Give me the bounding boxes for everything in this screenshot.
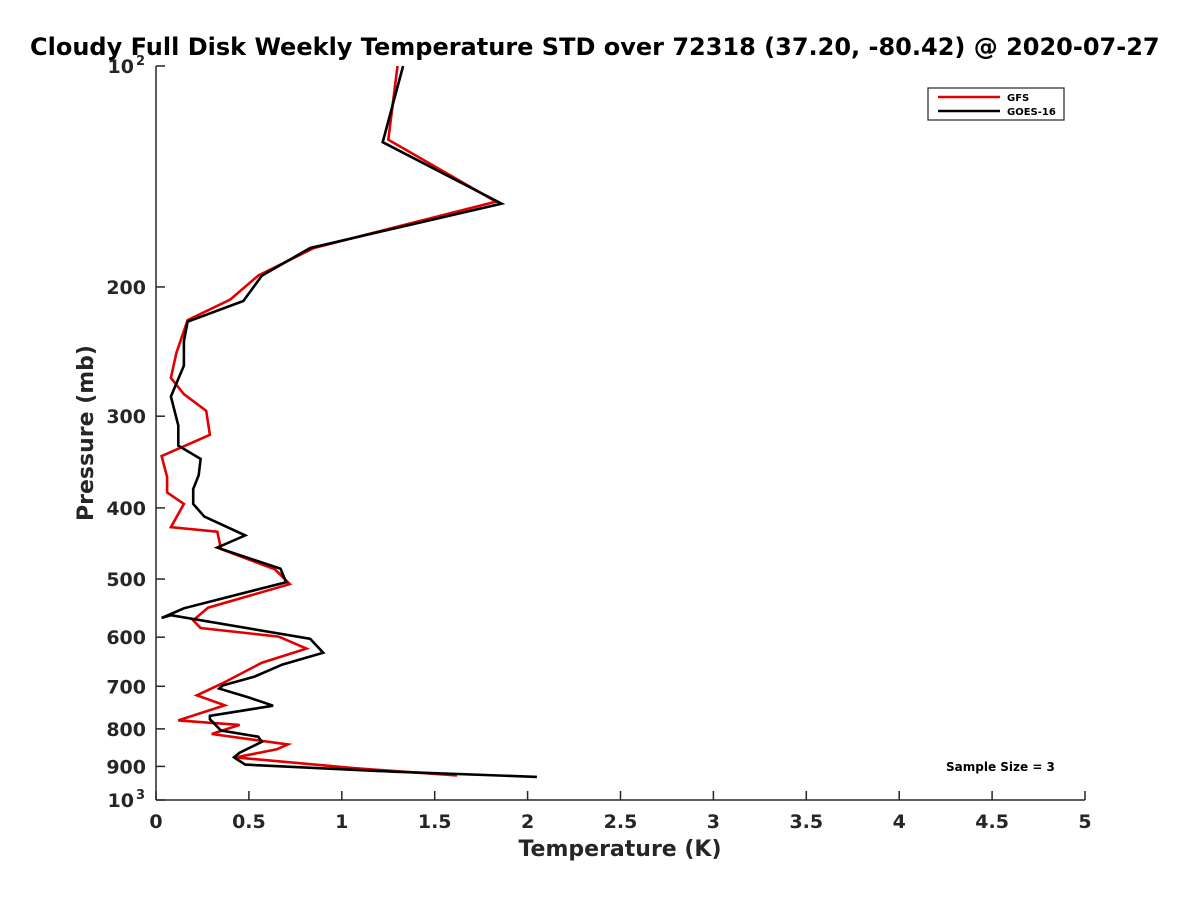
legend-label-gfs: GFS [1007, 93, 1029, 104]
y-tick-label: 200 [106, 277, 146, 299]
x-tick-label: 1.5 [418, 811, 452, 833]
y-tick-label: 500 [106, 569, 146, 591]
x-tick-label: 5 [1078, 811, 1091, 833]
x-tick-label: 2.5 [604, 811, 638, 833]
legend: GFS GOES-16 [927, 87, 1065, 121]
y-tick-label: 10 [108, 790, 134, 812]
x-tick-label: 3.5 [789, 811, 823, 833]
x-tick-label: 3 [707, 811, 720, 833]
x-tick-label: 4.5 [975, 811, 1009, 833]
y-axis-label: Pressure (mb) [74, 345, 99, 521]
y-tick-label: 800 [106, 719, 146, 741]
y-tick-exponent: 2 [136, 54, 145, 69]
x-axis-label: Temperature (K) [518, 837, 721, 862]
legend-label-goes16: GOES-16 [1007, 107, 1056, 118]
series-line-goes16 [161, 65, 537, 779]
legend-box [927, 87, 1065, 121]
sample-size-annotation: Sample Size = 3 [946, 760, 1055, 774]
x-tick-label: 1 [335, 811, 348, 833]
x-tick-label: 4 [893, 811, 906, 833]
y-tick-label: 10 [108, 56, 134, 78]
y-tick-label: 600 [106, 627, 146, 649]
y-tick-exponent: 3 [136, 788, 145, 803]
x-tick-label: 2 [521, 811, 534, 833]
plot-background [156, 66, 1085, 800]
y-tick-label: 300 [106, 406, 146, 428]
series-group [160, 65, 537, 779]
chart-title: Cloudy Full Disk Weekly Temperature STD … [30, 33, 1160, 61]
y-tick-label: 400 [106, 498, 146, 520]
plot-area [155, 65, 1085, 801]
y-tick-label: 700 [106, 676, 146, 698]
y-tick-label: 900 [106, 756, 146, 778]
x-axis-ticks: 0 0.5 1 1.5 2 2.5 3 3.5 4 4.5 5 [149, 791, 1092, 833]
x-tick-label: 0 [149, 811, 162, 833]
x-tick-label: 0.5 [232, 811, 266, 833]
